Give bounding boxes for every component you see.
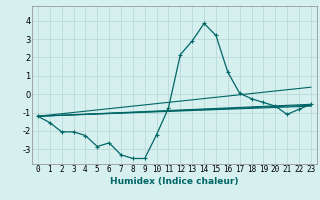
X-axis label: Humidex (Indice chaleur): Humidex (Indice chaleur) <box>110 177 239 186</box>
